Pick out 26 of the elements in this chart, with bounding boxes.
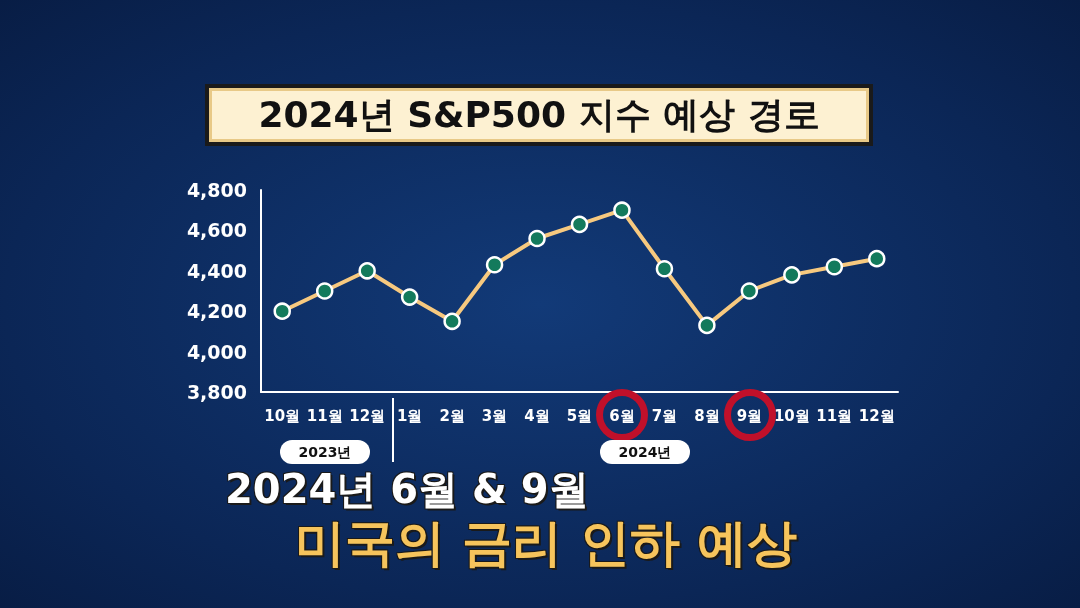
x-tick-label: 12월 <box>858 406 895 425</box>
x-tick-label: 11월 <box>816 406 853 425</box>
x-tick-label: 2월 <box>439 406 465 425</box>
x-tick-label: 5월 <box>566 406 593 425</box>
x-tick-label: 10월 <box>264 406 301 425</box>
y-tick-label: 4,000 <box>186 340 247 363</box>
text: 2023년 <box>280 440 370 464</box>
chart-title: 2024년 S&P500 지수 예상 경로 <box>205 84 873 146</box>
x-tick-label: 7월 <box>651 406 678 425</box>
text: 2024년 <box>600 440 690 464</box>
y-tick-label: 4,800 <box>186 179 247 201</box>
x-tick-label: 9월 <box>736 406 763 425</box>
text: 2024년 6월 & 9월 <box>225 466 589 512</box>
text: 미국의 금리 인하 예상 <box>295 514 798 572</box>
y-tick-label: 4,400 <box>186 259 247 282</box>
x-tick-label: 11월 <box>306 406 343 425</box>
x-tick-label: 10월 <box>773 406 810 425</box>
y-tick-label: 4,600 <box>186 219 247 242</box>
x-tick-label: 1월 <box>396 406 423 425</box>
y-tick-label: 3,800 <box>186 381 247 403</box>
x-tick-label: 8월 <box>694 406 720 425</box>
x-tick-label: 3월 <box>481 406 508 425</box>
x-tick-label: 4월 <box>524 406 550 425</box>
y-tick-label: 4,200 <box>186 300 247 323</box>
x-tick-label: 12월 <box>349 406 386 425</box>
x-tick-label: 6월 <box>609 406 635 425</box>
